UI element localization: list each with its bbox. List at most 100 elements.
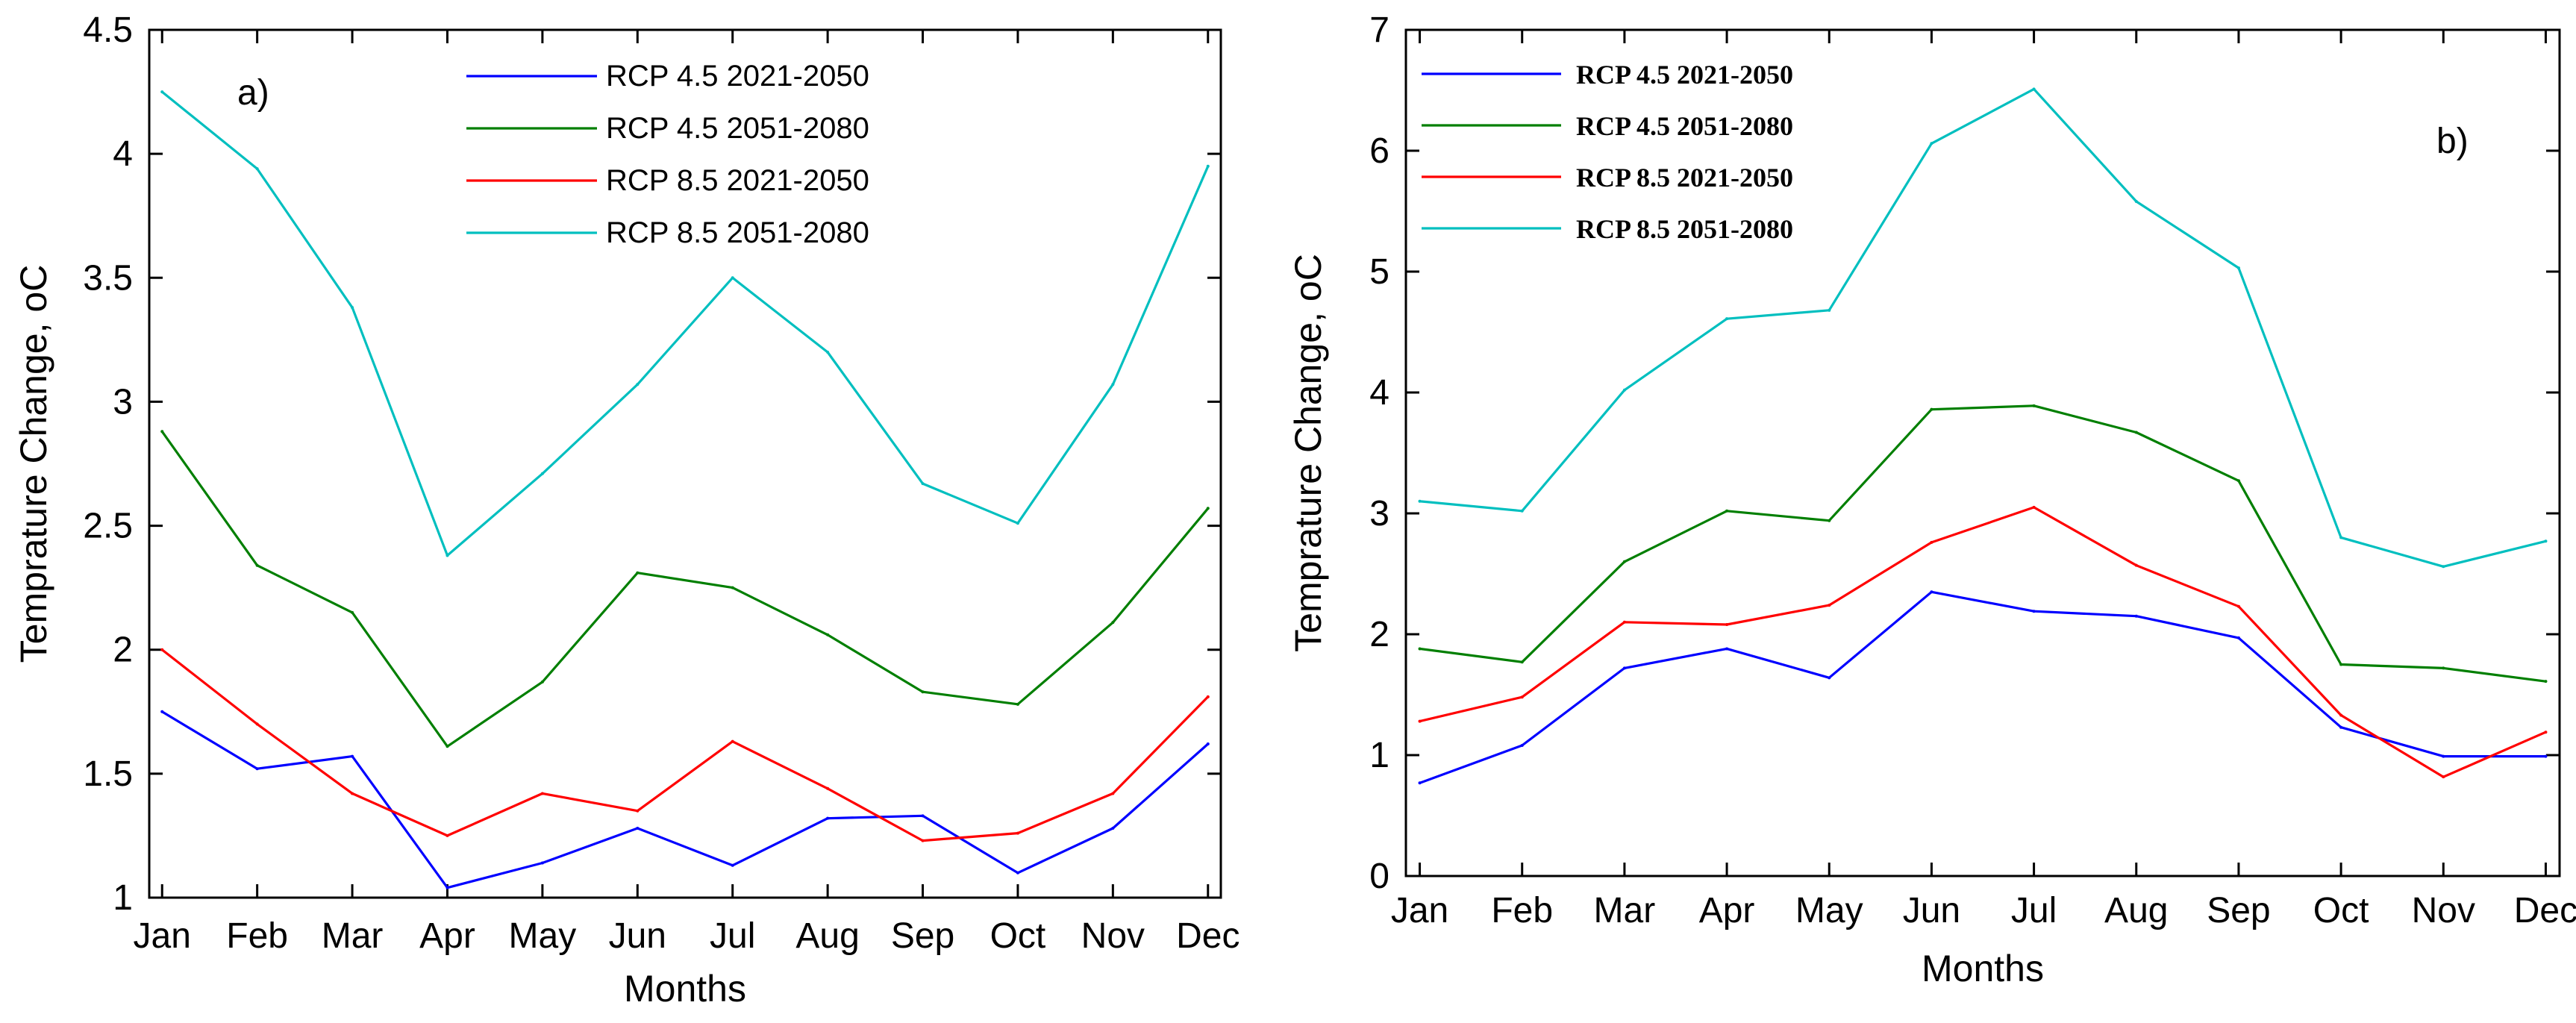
data-point <box>731 739 734 743</box>
y-tick-label: 3.5 <box>83 258 133 298</box>
data-point <box>1622 620 1626 624</box>
data-point <box>1622 388 1626 392</box>
chart-panel-a: 1 1.5 2 2.5 3 3.5 4 4.5 Jan Feb Mar Apr May Jun Jul Aug… <box>13 10 1239 1010</box>
data-point <box>826 350 830 354</box>
x-tick-label-oct: Oct <box>990 916 1046 956</box>
data-point <box>2236 604 2240 608</box>
data-point <box>2544 731 2548 734</box>
data-point <box>1206 507 1210 510</box>
data-point <box>1418 781 1422 785</box>
x-axis-label: Months <box>624 968 746 1010</box>
y-tick-label: 2 <box>113 631 133 670</box>
data-point <box>1725 509 1729 513</box>
data-point <box>2032 505 2036 509</box>
data-point <box>351 792 354 795</box>
data-point <box>2134 614 2138 618</box>
data-point <box>255 767 259 771</box>
data-point <box>1930 407 1933 411</box>
x-tick-label-feb: Feb <box>1491 891 1553 930</box>
data-point <box>1206 742 1210 745</box>
data-point <box>2544 754 2548 758</box>
data-point <box>731 276 734 280</box>
data-point <box>636 826 640 830</box>
data-point <box>2442 775 2445 779</box>
data-point <box>160 430 164 434</box>
data-point <box>2544 539 2548 543</box>
data-point <box>1930 590 1933 594</box>
data-point <box>2236 479 2240 483</box>
data-point <box>446 833 449 837</box>
x-tick-label-jun: Jun <box>609 916 666 956</box>
data-point <box>1520 744 1524 748</box>
series-line-rcp-4-5-2051-2080 <box>160 431 1210 748</box>
data-point <box>1016 871 1019 875</box>
x-tick-label-mar: Mar <box>1594 891 1656 930</box>
data-point <box>636 571 640 575</box>
legend-entry: RCP 4.5 2051-2080 <box>1576 111 1793 141</box>
x-tick-label-sep: Sep <box>2207 891 2270 930</box>
data-point <box>1206 164 1210 168</box>
data-point <box>255 722 259 726</box>
data-point <box>1418 499 1422 503</box>
x-tick-label-jul: Jul <box>710 916 755 956</box>
data-point <box>1016 702 1019 706</box>
data-point <box>1111 621 1115 625</box>
data-point <box>2134 431 2138 434</box>
data-point <box>1111 792 1115 795</box>
data-point <box>921 482 925 486</box>
data-point <box>636 809 640 813</box>
data-point <box>1930 540 1933 544</box>
data-point <box>351 306 354 310</box>
data-point <box>1016 831 1019 835</box>
data-point <box>1725 647 1729 651</box>
plot-area <box>148 28 1222 899</box>
data-point <box>446 554 449 557</box>
legend-entry: RCP 8.5 2021-2050 <box>1576 163 1793 193</box>
x-tick-label-jun: Jun <box>1903 891 1960 930</box>
y-tick-label: 2 <box>1369 615 1389 654</box>
y-axis-label: Temprature Change, oC <box>1287 254 1329 652</box>
legend-entry: RCP 4.5 2051-2080 <box>606 112 869 145</box>
data-point <box>446 745 449 748</box>
y-axis-label: Temprature Change, oC <box>13 265 54 663</box>
data-point <box>540 680 544 683</box>
y-tick-label: 1 <box>1369 736 1389 775</box>
y-tick-label: 6 <box>1369 131 1389 171</box>
series-line-rcp-8-5-2051-2080 <box>1419 87 2546 568</box>
data-point <box>921 690 925 694</box>
x-tick-label-apr: Apr <box>1699 891 1755 930</box>
panel-label: b) <box>2436 122 2469 161</box>
data-point <box>160 648 164 651</box>
series-line-rcp-4-5-2021-2050 <box>1419 590 2546 784</box>
legend-entry: RCP 8.5 2051-2080 <box>606 216 869 249</box>
plot-area <box>1404 28 2561 877</box>
series-line-rcp-8-5-2021-2050 <box>1419 506 2547 778</box>
x-tick-label-oct: Oct <box>2313 891 2369 930</box>
data-point <box>1725 317 1729 321</box>
legend-entry: RCP 8.5 2021-2050 <box>606 164 869 197</box>
legend-entry: RCP 4.5 2021-2050 <box>1576 60 1793 90</box>
x-tick-label-jan: Jan <box>134 916 191 956</box>
data-point <box>1418 647 1422 651</box>
data-point <box>826 633 830 636</box>
data-point <box>2339 536 2343 539</box>
data-point <box>2032 404 2036 407</box>
chart-panel-b: 0 1 2 3 4 5 6 7 Jan Feb Mar Apr May Jun Jul Aug Sep Oct No… <box>1287 10 2576 989</box>
y-tick-label: 3 <box>113 382 133 422</box>
y-tick-label: 4.5 <box>83 10 133 50</box>
data-point <box>921 839 925 842</box>
data-point <box>2134 200 2138 204</box>
x-tick-label-mar: Mar <box>322 916 384 956</box>
data-point <box>2339 725 2343 729</box>
data-point <box>2544 680 2548 683</box>
x-tick-label-feb: Feb <box>226 916 288 956</box>
data-point <box>1725 623 1729 627</box>
y-tick-label: 1.5 <box>83 754 133 794</box>
data-point <box>2442 565 2445 569</box>
x-tick-label-sep: Sep <box>891 916 954 956</box>
data-point <box>2236 266 2240 270</box>
x-tick-label-aug: Aug <box>795 916 859 956</box>
data-point <box>921 814 925 818</box>
data-point <box>2032 610 2036 613</box>
